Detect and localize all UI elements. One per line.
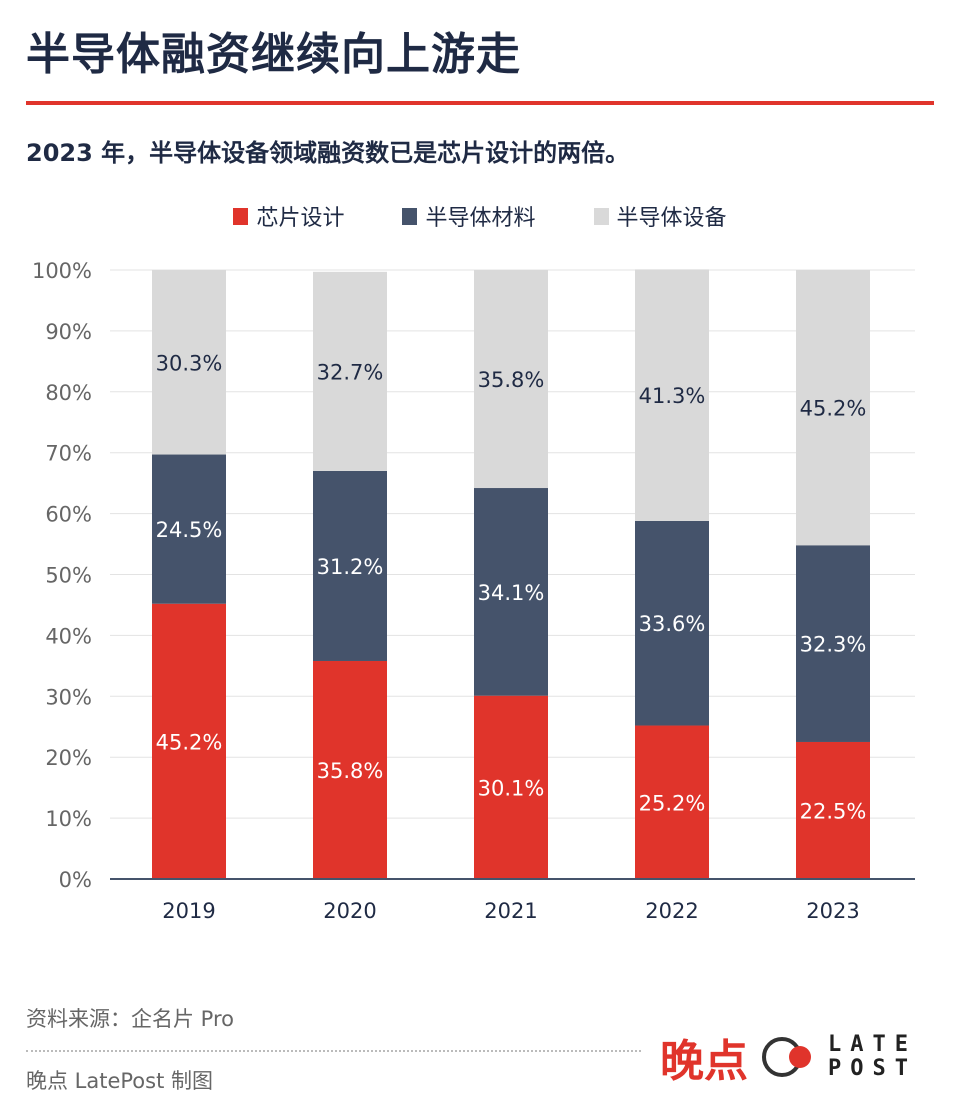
- y-tick-label: 70%: [45, 442, 92, 466]
- y-tick-label: 30%: [45, 685, 92, 709]
- bar-segment: [152, 270, 226, 455]
- data-label: 32.7%: [317, 360, 384, 384]
- bar-segment: [313, 660, 387, 879]
- legend-label: 半导体材料: [425, 206, 536, 231]
- x-tick-label: 2019: [162, 899, 215, 923]
- bar-segment: [152, 454, 226, 604]
- data-label: 35.8%: [478, 368, 545, 392]
- bar-segment: [313, 271, 387, 471]
- bar-segment: [796, 741, 870, 879]
- bar-segment: [635, 725, 709, 879]
- legend-item-chip-design: 芯片设计: [233, 200, 344, 232]
- logo-en-line1: LATE: [828, 1032, 917, 1057]
- y-tick-label: 60%: [45, 503, 92, 527]
- bar-segment: [313, 470, 387, 661]
- bar-segment: [635, 269, 709, 521]
- bar-segment: [635, 520, 709, 726]
- latepost-logo: 晚点 LATE POST: [660, 1025, 917, 1089]
- x-tick-label: 2023: [806, 899, 859, 923]
- data-label: 22.5%: [800, 799, 867, 823]
- y-tick-label: 20%: [45, 746, 92, 770]
- title-divider: [26, 101, 934, 105]
- y-tick-label: 50%: [45, 564, 92, 588]
- x-tick-label: 2020: [323, 899, 376, 923]
- bar-segment: [152, 603, 226, 879]
- bar-segment: [474, 488, 548, 696]
- legend-item-equipment: 半导体设备: [593, 200, 727, 232]
- legend-label: 芯片设计: [256, 206, 345, 231]
- data-label: 24.5%: [156, 518, 223, 542]
- data-label: 45.2%: [800, 397, 867, 421]
- logo-en: LATE POST: [828, 1033, 917, 1081]
- footer-divider: [26, 1050, 641, 1052]
- chart-subtitle: 2023 年，半导体设备领域融资数已是芯片设计的两倍。: [26, 139, 630, 167]
- y-tick-label: 40%: [45, 624, 92, 648]
- bar-segment: [796, 270, 870, 546]
- page-title: 半导体融资继续向上游走: [26, 29, 521, 80]
- legend-item-materials: 半导体材料: [402, 200, 536, 232]
- legend: 芯片设计 半导体材料 半导体设备: [0, 200, 960, 232]
- data-label: 41.3%: [639, 384, 706, 408]
- logo-circle-icon: [762, 1037, 811, 1077]
- bar-segment: [796, 545, 870, 742]
- data-label: 30.3%: [156, 351, 223, 375]
- data-label: 45.2%: [156, 730, 223, 754]
- data-label: 32.3%: [800, 633, 867, 657]
- bar-segment: [474, 270, 548, 489]
- y-tick-label: 100%: [32, 259, 92, 283]
- data-label: 34.1%: [478, 581, 545, 605]
- y-tick-label: 90%: [45, 320, 92, 344]
- legend-swatch: [233, 207, 249, 225]
- x-tick-label: 2021: [484, 899, 537, 923]
- legend-swatch: [402, 207, 418, 225]
- data-label: 25.2%: [639, 791, 706, 815]
- logo-en-line2: POST: [828, 1056, 917, 1081]
- y-tick-label: 0%: [59, 868, 92, 892]
- data-label: 31.2%: [317, 555, 384, 579]
- stacked-bar-chart: 0% 10% 20% 30% 40% 50% 60% 70% 80% 90% 100% 45.2% 24…: [32, 259, 915, 923]
- legend-swatch: [593, 207, 609, 225]
- legend-label: 半导体设备: [616, 206, 727, 231]
- y-tick-label: 80%: [45, 381, 92, 405]
- x-tick-label: 2022: [645, 899, 698, 923]
- source-note: 资料来源：企名片 Pro: [26, 1007, 234, 1031]
- logo-cn: 晚点: [660, 1036, 748, 1087]
- data-label: 35.8%: [317, 759, 384, 783]
- data-label: 33.6%: [639, 612, 706, 636]
- data-label: 30.1%: [478, 776, 545, 800]
- credit-note: 晚点 LatePost 制图: [26, 1069, 214, 1093]
- y-tick-label: 10%: [45, 807, 92, 831]
- bar-segment: [474, 695, 548, 879]
